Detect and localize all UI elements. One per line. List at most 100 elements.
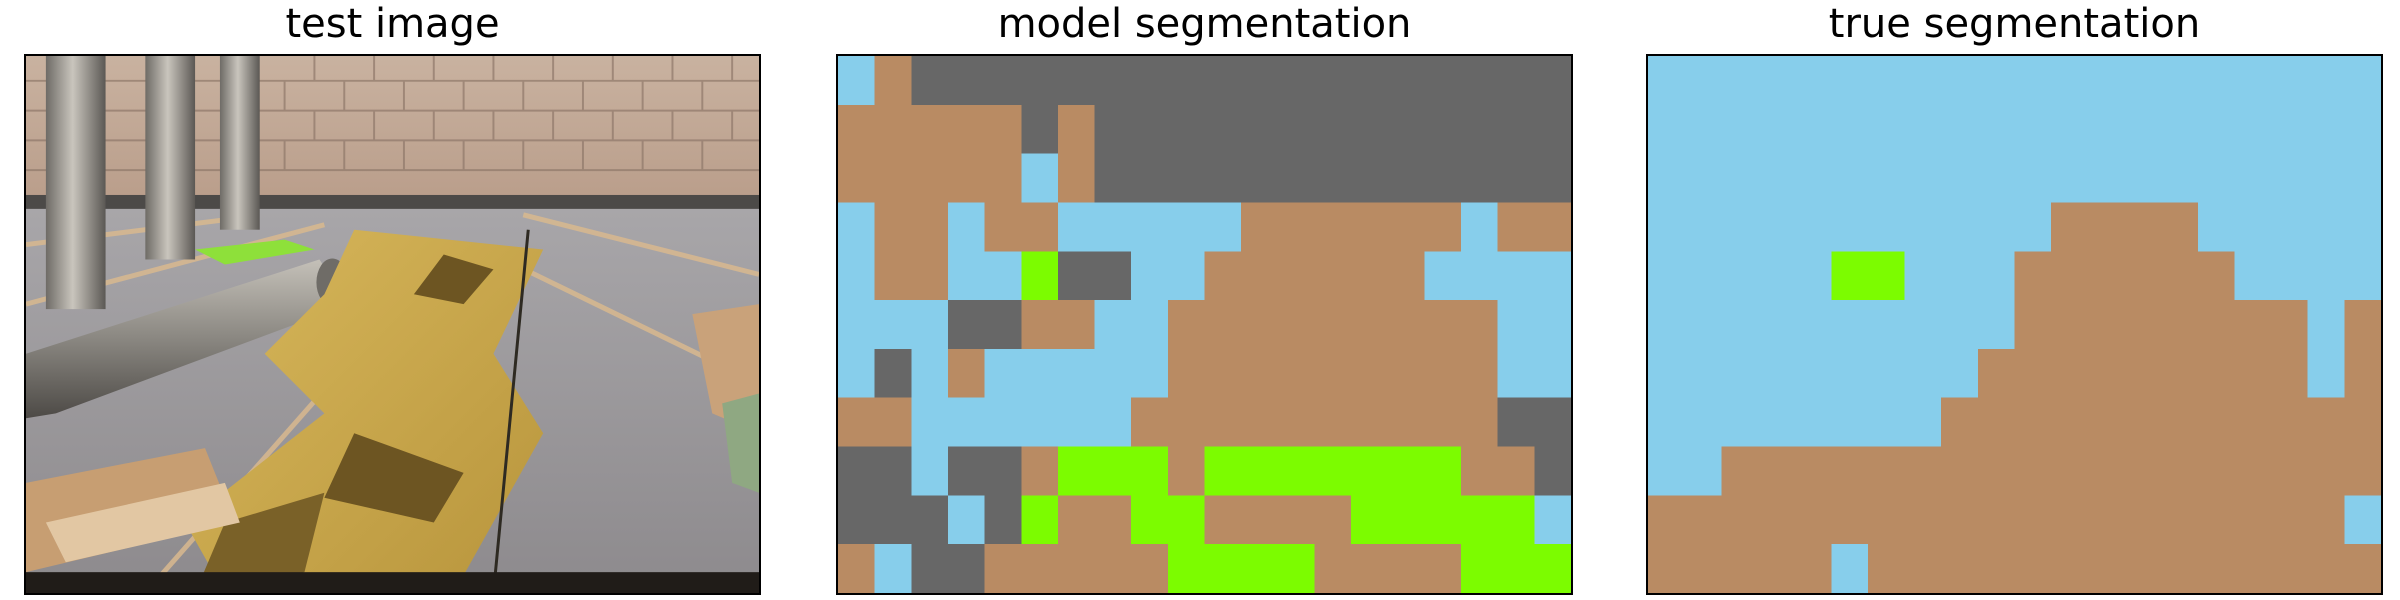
true-segmentation-cell [2197, 446, 2236, 497]
model-segmentation-cell [1534, 251, 1571, 302]
model-segmentation-cell [1387, 544, 1426, 593]
true-segmentation-cell [2014, 202, 2052, 253]
model-segmentation-cell [1241, 104, 1279, 155]
true-segmentation-cell [2124, 397, 2162, 448]
true-segmentation-cell [1867, 153, 1906, 204]
true-segmentation-cell [2344, 544, 2381, 593]
true-segmentation-cell [1721, 251, 1759, 302]
model-segmentation-cell [947, 397, 986, 448]
model-segmentation-cell [1351, 397, 1389, 448]
model-segmentation-cell [1461, 202, 1499, 253]
model-segmentation-cell [1094, 397, 1132, 448]
true-segmentation-cell [1867, 104, 1906, 155]
true-segmentation-cell [2161, 348, 2199, 399]
true-segmentation-cell [1648, 153, 1686, 204]
model-segmentation-cell [1424, 348, 1462, 399]
true-segmentation-cell [2344, 495, 2381, 546]
model-segmentation-cell [1021, 544, 1059, 593]
true-segmentation-cell [1831, 251, 1869, 302]
model-segmentation-cell [947, 348, 986, 399]
model-segmentation-cell [1057, 202, 1096, 253]
model-segmentation-cell [947, 251, 986, 302]
model-segmentation-cell [1204, 397, 1242, 448]
model-segmentation-cell [838, 300, 876, 350]
true-segmentation-cell [2344, 348, 2381, 399]
true-segmentation-cell [2307, 300, 2346, 350]
model-segmentation-cell [911, 251, 949, 302]
true-segmentation-cell [1648, 104, 1686, 155]
true-segmentation-cell [2307, 348, 2346, 399]
true-segmentation-cell [1757, 56, 1796, 106]
true-segmentation-cell [1941, 495, 1979, 546]
model-segmentation-cell [1057, 153, 1096, 204]
true-segmentation-cell [2124, 56, 2162, 106]
true-segmentation-cell [2234, 202, 2272, 253]
true-segmentation-cell [1904, 300, 1942, 350]
true-segmentation-cell [2161, 495, 2199, 546]
model-segmentation-cell [1497, 104, 1536, 155]
true-segmentation-cell [1721, 300, 1759, 350]
model-segmentation-cell [1424, 397, 1462, 448]
true-segmentation-cell [1867, 300, 1906, 350]
true-segmentation-cell [2271, 202, 2309, 253]
model-segmentation-cell [1424, 202, 1462, 253]
model-segmentation-cell [1204, 153, 1242, 204]
model-segmentation-cell [838, 153, 876, 204]
model-segmentation-cell [1131, 300, 1169, 350]
true-segmentation-cell [1941, 446, 1979, 497]
true-segmentation-cell [1867, 446, 1906, 497]
true-segmentation-cell [2271, 544, 2309, 593]
model-segmentation-cell [1241, 153, 1279, 204]
model-segmentation-title: model segmentation [997, 1, 1412, 47]
true-segmentation-grid [1648, 56, 2381, 593]
true-segmentation-cell [1867, 202, 1906, 253]
true-segmentation-cell [2271, 348, 2309, 399]
model-segmentation-cell [1351, 544, 1389, 593]
model-segmentation-cell [1057, 56, 1096, 106]
true-segmentation-cell [2161, 544, 2199, 593]
model-segmentation-cell [1277, 544, 1316, 593]
true-segmentation-cell [2197, 544, 2236, 593]
true-segmentation-cell [1941, 153, 1979, 204]
true-segmentation-cell [2051, 300, 2089, 350]
true-segmentation-cell [2307, 495, 2346, 546]
model-segmentation-cell [874, 348, 913, 399]
model-segmentation-cell [1534, 495, 1571, 546]
model-segmentation-cell [1167, 348, 1206, 399]
model-segmentation-cell [1167, 56, 1206, 106]
model-segmentation-cell [1534, 153, 1571, 204]
model-segmentation-cell [1497, 56, 1536, 106]
model-segmentation-cell [1057, 300, 1096, 350]
model-segmentation-cell [874, 104, 913, 155]
true-segmentation-cell [1757, 202, 1796, 253]
true-segmentation-cell [1757, 397, 1796, 448]
true-segmentation-cell [2271, 251, 2309, 302]
model-segmentation-cell [1241, 544, 1279, 593]
true-segmentation-cell [2014, 495, 2052, 546]
model-segmentation-cell [947, 153, 986, 204]
true-segmentation-cell [1831, 397, 1869, 448]
model-segmentation-cell [1277, 104, 1316, 155]
model-segmentation-cell [1314, 56, 1352, 106]
true-segmentation-cell [2344, 202, 2381, 253]
model-segmentation-cell [911, 495, 949, 546]
model-segmentation-cell [947, 495, 986, 546]
true-segmentation-cell [1941, 104, 1979, 155]
true-segmentation-cell [2051, 544, 2089, 593]
true-segmentation-cell [2014, 251, 2052, 302]
true-segmentation-cell [2234, 104, 2272, 155]
true-segmentation-cell [1904, 251, 1942, 302]
model-segmentation-cell [1057, 104, 1096, 155]
model-segmentation-cell [1461, 348, 1499, 399]
model-segmentation-cell [911, 202, 949, 253]
true-segmentation-cell [2197, 251, 2236, 302]
true-segmentation-cell [2307, 104, 2346, 155]
true-segmentation-cell [2161, 104, 2199, 155]
true-segmentation-cell [1977, 397, 2016, 448]
model-segmentation-cell [1131, 202, 1169, 253]
true-segmentation-cell [1977, 104, 2016, 155]
true-segmentation-cell [1684, 202, 1723, 253]
model-segmentation-cell [1131, 104, 1169, 155]
true-segmentation-cell [1904, 104, 1942, 155]
true-segmentation-cell [2051, 202, 2089, 253]
